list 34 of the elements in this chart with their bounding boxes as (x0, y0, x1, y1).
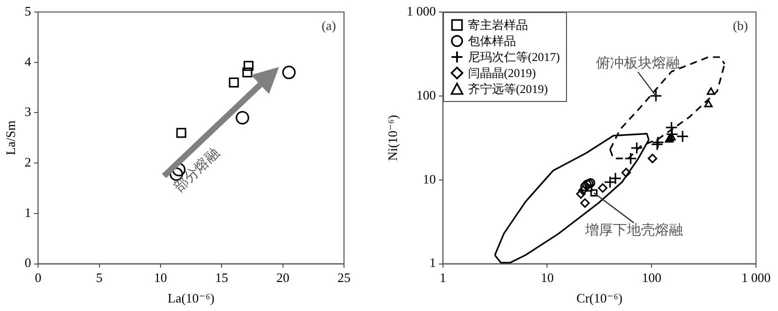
legend-label: 包体样品 (468, 33, 516, 49)
y-tick-label: 0 (24, 255, 32, 270)
y-axis-title: Ni(10⁻⁶) (385, 114, 400, 161)
x-tick-label: 1 000 (741, 270, 771, 286)
x-tick-label: 20 (276, 270, 290, 286)
x-axis-title: La(10⁻⁶) (168, 290, 214, 306)
annotation: (a) (322, 18, 336, 33)
y-tick-label: 10 (422, 171, 436, 186)
y-tick-label: 4 (24, 54, 32, 69)
x-tick-label: 25 (338, 270, 350, 286)
y-tick-label: 1 (429, 255, 436, 270)
y-tick-label: 5 (24, 3, 32, 18)
x-tick-label: 1 (440, 270, 446, 286)
legend-label: 寄主岩样品 (468, 17, 528, 33)
legend-label: 尼玛次仁等(2017) (468, 49, 560, 65)
annotation: (b) (732, 18, 748, 33)
x-tick-label: 100 (642, 270, 662, 286)
annotation: 增厚下地壳熔融 (584, 222, 683, 239)
y-tick-label: 2 (24, 154, 32, 170)
y-tick-label: 3 (24, 104, 32, 120)
x-tick-label: 5 (96, 270, 103, 286)
annotation: 部分熔融 (171, 145, 223, 196)
x-tick-label: 0 (34, 270, 42, 286)
x-axis-title: Cr(10⁻⁶) (576, 290, 622, 306)
y-axis-title: La/Sm (3, 120, 18, 156)
x-tick-label: 15 (215, 270, 228, 286)
y-tick-label: 1 (24, 204, 32, 220)
x-tick-label: 10 (154, 270, 167, 286)
legend-label: 闫晶晶(2019) (468, 65, 536, 81)
y-tick-label: 1 000 (406, 3, 436, 18)
legend-label: 齐宁远等(2019) (468, 81, 548, 97)
y-tick-label: 100 (416, 87, 436, 102)
annotation: 俯冲板块熔融 (596, 56, 680, 72)
x-tick-label: 10 (540, 270, 554, 286)
